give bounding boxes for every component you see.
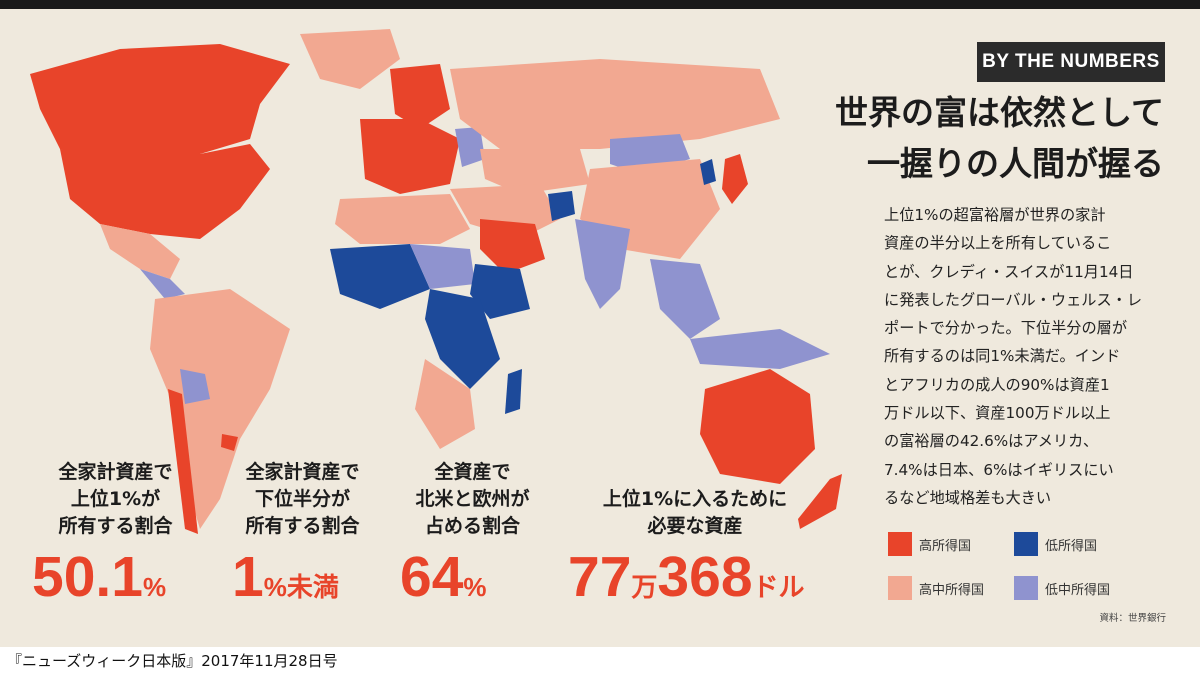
mexico-region [100,224,180,279]
stat-value-top1-threshold: 77万368ドル [568,549,805,606]
legend-item-lower-middle-income: 低中所得国 [1014,576,1110,600]
north-africa-region [335,194,470,244]
legend-label: 高中所得国 [919,582,985,598]
headline-line-1: 世界の富は依然として [834,93,1164,132]
korea-region [700,159,716,185]
source-note: 資料：世界銀行 [1099,613,1166,624]
madagascar-region [505,369,522,414]
body-line: に発表したグローバル・ウェルス・レ [884,290,1143,309]
body-line: の富裕層の42.6%はアメリカ、 [884,432,1099,451]
stat-number: 64 [400,545,464,609]
publication-caption: 『ニューズウィーク日本版』2017年11月28日号 [7,652,338,670]
stat-value-na-europe-share: 64% [400,549,487,606]
body-line: 7.4%は日本、6%はイギリスにい [884,460,1114,479]
greenland-region [300,29,400,89]
body-line: ポートで分かった。下位半分の層が [884,319,1127,338]
stat-value-top1-share: 50.1% [32,549,166,606]
uruguay-region [221,434,238,451]
scandinavia-region [390,64,450,129]
legend-item-high-income: 高所得国 [888,532,971,556]
legend-item-low-income: 低所得国 [1014,532,1097,556]
stat-label-line: 全家計資産で [245,461,360,483]
legend-item-upper-middle-income: 高中所得国 [888,576,984,600]
body-line: 万ドル以下、資産100万ドル以上 [884,404,1111,423]
central-america-region [140,269,185,299]
legend-swatch-high [888,532,912,556]
stat-label-line: 北米と欧州が [415,488,530,510]
legend-label: 高所得国 [919,538,972,554]
western-europe-region [360,119,460,194]
stat-unit: 万 [631,572,658,602]
stat-number: 1 [232,545,264,609]
chile-strip-region [168,389,198,534]
indonesia-region [690,329,830,369]
stat-label-line: 所有する割合 [58,515,173,537]
horn-africa-region [470,264,530,319]
canada-region [30,44,290,159]
stat-label-line: 上位1%に入るために [602,488,788,510]
stat-label-line: 上位1%が [70,488,161,510]
stat-unit: ドル [752,572,805,602]
stat-label-line: 所有する割合 [245,515,360,537]
southern-africa-region [415,359,475,449]
southeast-asia-region [650,259,720,339]
australia-region [700,369,815,484]
stat-unit: % [142,572,167,602]
body-line: とが、クレディ・スイスが11月14日 [884,262,1134,281]
body-line: 上位1%の超富裕層が世界の家計 [884,206,1106,224]
article-body: 上位1%の超富裕層が世界の家計 資産の半分以上を所有しているこ とが、クレディ・… [884,201,1174,512]
stat-number: 368 [657,545,753,609]
legend-swatch-upper-middle [888,576,912,600]
stat-label-top1-threshold: 上位1%に入るために 必要な資産 [570,486,820,540]
stat-label-bottom-half-share: 全家計資産で 下位半分が 所有する割合 [215,459,390,540]
bolivia-region [180,369,210,404]
legend-label: 低中所得国 [1045,582,1111,598]
afghanistan-region [548,191,575,221]
central-africa-region [425,289,500,389]
stat-unit: %未満 [263,572,339,602]
new-zealand-region [798,474,842,529]
stat-unit: % [463,572,487,602]
stat-label-line: 下位半分が [254,488,350,510]
map-legend: 高所得国 低所得国 高中所得国 低中所得国 [888,532,1178,612]
stat-label-line: 占める割合 [424,515,520,537]
stat-label-na-europe-share: 全資産で 北米と欧州が 占める割合 [385,459,560,540]
eastern-europe-region [455,127,485,167]
usa-region [60,144,270,239]
stat-label-top1-share: 全家計資産で 上位1%が 所有する割合 [28,459,203,540]
india-region [575,219,630,309]
body-line: 資産の半分以上を所有しているこ [884,234,1112,253]
kazakhstan-region [480,149,590,194]
stat-number: 77 [568,545,632,609]
stat-number: 50.1 [32,545,143,609]
legend-swatch-low [1014,532,1038,556]
stat-label-line: 全資産で [434,461,511,483]
headline-line-2: 一握りの人間が握る [867,144,1164,183]
by-the-numbers-tag: BY THE NUMBERS [977,42,1165,82]
japan-region [722,154,748,204]
stat-label-line: 必要な資産 [647,515,743,537]
legend-swatch-lower-middle [1014,576,1038,600]
russia-region [450,59,780,149]
headline: 世界の富は依然として 一握りの人間が握る [835,87,1164,189]
saudi-region [480,219,545,274]
stat-label-line: 全家計資産で [58,461,173,483]
legend-label: 低所得国 [1045,538,1098,554]
body-line: とアフリカの成人の90%は資産1 [884,375,1110,394]
sahel-region [410,244,475,289]
world-income-map [30,29,842,534]
infographic-panel: BY THE NUMBERS 世界の富は依然として 一握りの人間が握る 上位1%… [0,9,1200,647]
west-africa-region [330,244,430,309]
body-line: るなど地域格差も大きい [884,488,1052,507]
stat-value-bottom-half-share: 1%未満 [232,549,339,606]
top-bar [0,0,1200,9]
body-line: 所有するのは同1%未満だ。インド [884,347,1121,366]
